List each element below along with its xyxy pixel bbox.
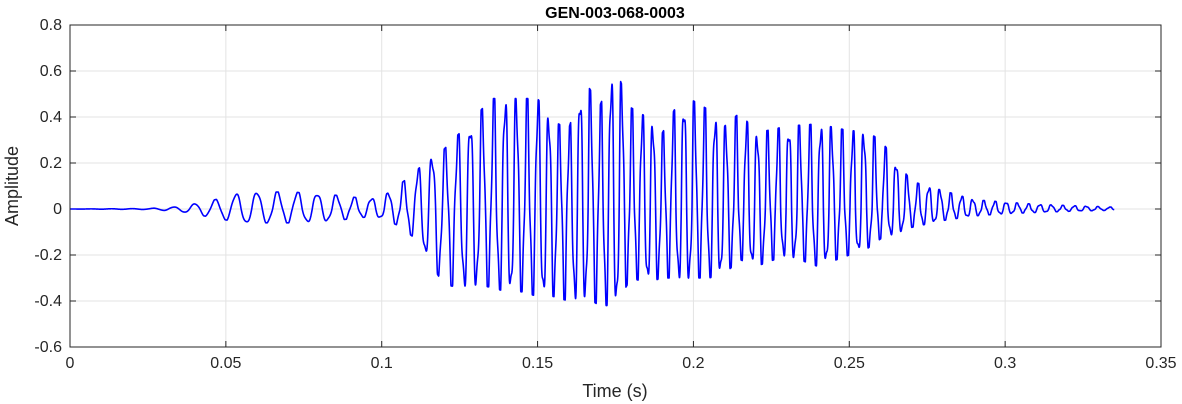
x-tick-label: 0.05	[210, 355, 241, 372]
x-tick-label: 0.1	[371, 355, 393, 372]
x-tick-label: 0.3	[994, 355, 1016, 372]
x-tick-label: 0.25	[834, 355, 865, 372]
y-tick-label: -0.6	[34, 339, 62, 356]
x-axis-ticks: 0 0.05 0.1 0.15 0.2 0.25 0.3 0.35	[66, 25, 1177, 372]
x-tick-label: 0	[66, 355, 75, 372]
y-tick-label: 0.8	[40, 17, 62, 34]
series-line	[70, 80, 1115, 307]
series-group	[70, 80, 1115, 307]
y-tick-label: -0.2	[34, 247, 62, 264]
y-tick-label: 0.6	[40, 63, 62, 80]
x-tick-label: 0.35	[1145, 355, 1176, 372]
x-tick-label: 0.15	[522, 355, 553, 372]
plot-background	[70, 25, 1161, 347]
y-axis-label: Amplitude	[2, 146, 22, 226]
x-axis-label: Time (s)	[582, 381, 647, 401]
y-tick-label: 0.2	[40, 155, 62, 172]
y-tick-label: 0.4	[40, 109, 62, 126]
chart-title: GEN-003-068-0003	[545, 5, 685, 22]
y-tick-label: -0.4	[34, 293, 62, 310]
x-tick-label: 0.2	[682, 355, 704, 372]
plot-frame	[69, 24, 1162, 348]
y-tick-label: 0	[53, 201, 62, 218]
